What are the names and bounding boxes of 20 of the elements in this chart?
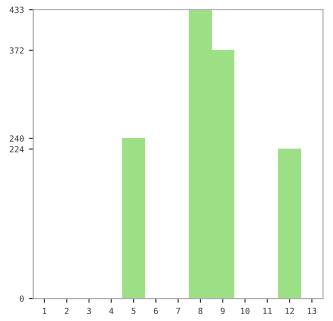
x-tick-label: 1 xyxy=(42,308,46,314)
y-tick-label: 433 xyxy=(10,6,24,13)
x-tick-label: 3 xyxy=(87,308,91,314)
y-tick-label: 240 xyxy=(10,135,24,142)
bar xyxy=(278,148,302,299)
x-tick-label: 13 xyxy=(308,308,316,314)
x-tick-label: 6 xyxy=(154,308,158,314)
y-tick-label: 0 xyxy=(20,296,24,302)
x-tick-label: 8 xyxy=(198,308,202,314)
x-tick-label: 4 xyxy=(109,308,114,314)
x-tick-label: 5 xyxy=(132,308,136,314)
x-tick-label: 9 xyxy=(220,308,225,314)
y-tick-label: 372 xyxy=(10,47,24,54)
x-tick-label: 2 xyxy=(64,308,69,314)
x-tick-label: 10 xyxy=(240,308,250,314)
x-tick-label: 11 xyxy=(263,308,272,314)
x-tick-label: 7 xyxy=(176,308,180,314)
bar xyxy=(122,138,146,299)
y-tick-label: 224 xyxy=(10,146,24,152)
x-tick-label: 12 xyxy=(286,308,294,314)
